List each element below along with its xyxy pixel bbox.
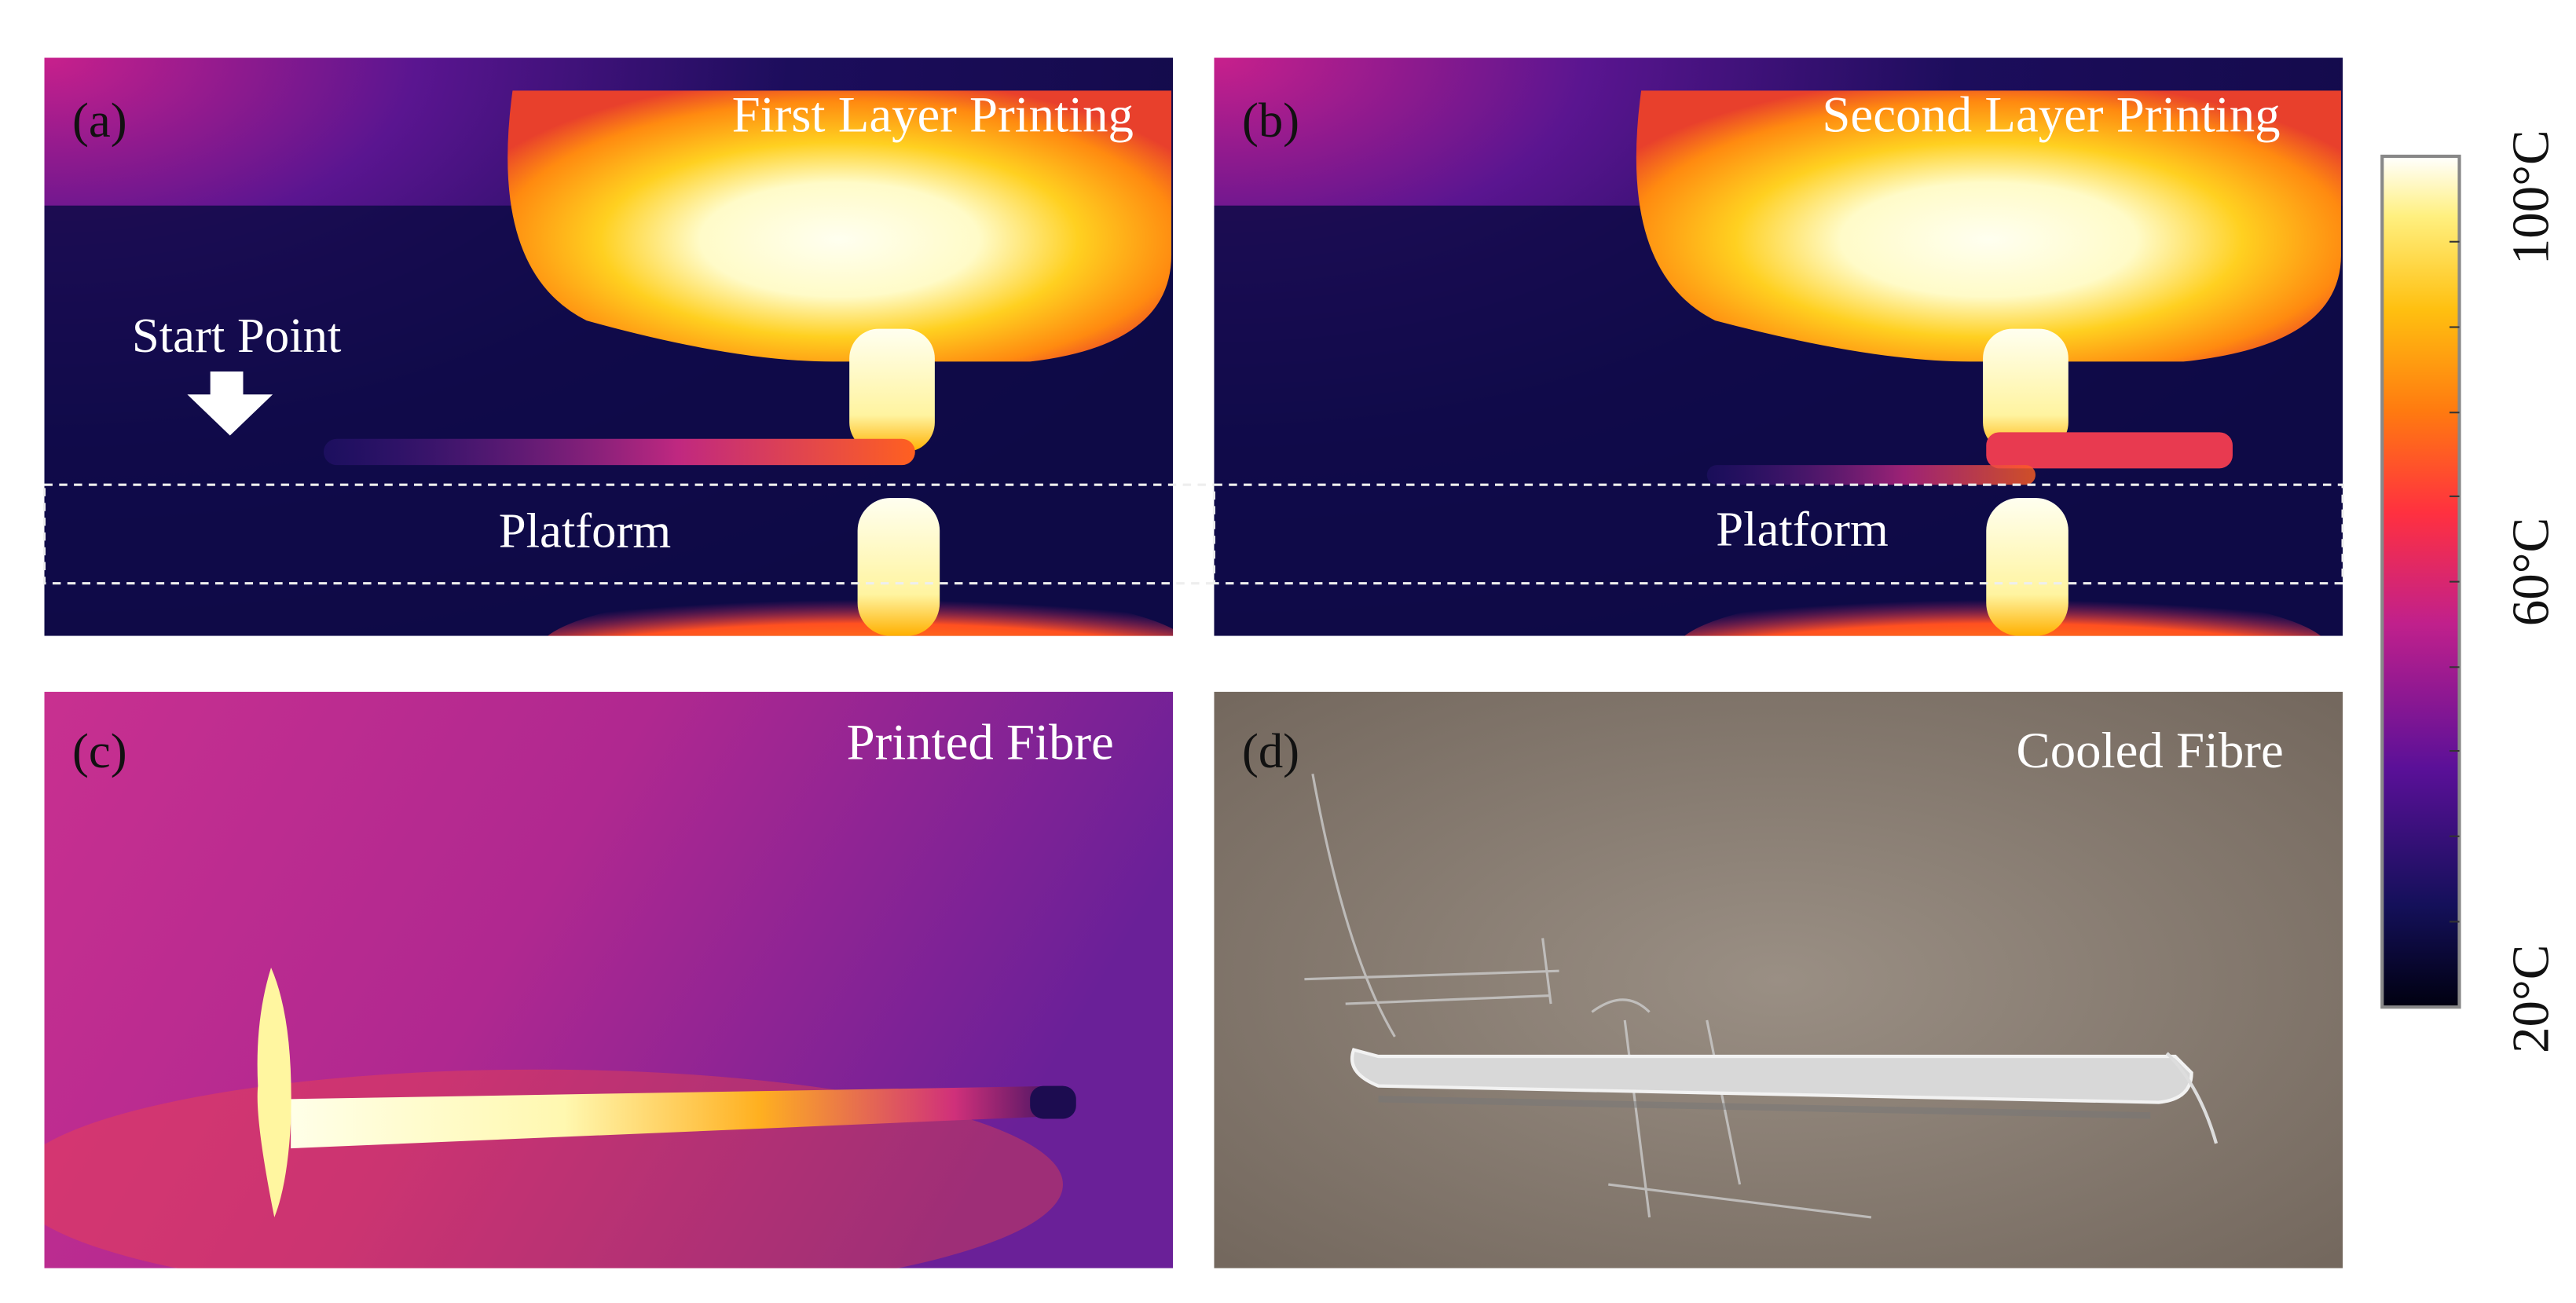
nozzle-reflection [857,497,940,636]
colorbar [2380,154,2461,1009]
nozzle-tip [849,328,935,452]
printed-line [323,438,915,466]
nozzle-heat [1636,90,2341,362]
printed-fibre [291,1085,1072,1149]
panel-d [1214,691,2343,1268]
colorbar-label: 100°C [2501,130,2560,265]
cooled-fibre [1350,1048,2193,1104]
panel-c [44,691,1174,1268]
colorbar-ticks [2449,240,2460,923]
colorbar-label: 60°C [2501,518,2560,626]
annotation: Start Point [132,308,342,363]
panel-a [44,57,1174,636]
fibre-start [257,968,291,1217]
panel-title: First Layer Printing [732,87,1134,144]
panel-b [1214,57,2343,636]
panel-label: (d) [1242,723,1299,778]
panel-label: (a) [72,93,127,148]
panel-label: (b) [1242,93,1299,148]
platform-box [1212,483,2344,585]
panel-title: Cooled Fibre [2017,723,2284,779]
nozzle-tip [1983,328,2068,452]
annotation: Platform [1716,502,1889,557]
nozzle-heat [508,90,1172,362]
panel-label: (c) [72,723,127,778]
start-arrow [187,371,273,436]
annotation: Platform [499,503,672,558]
panel-title: Printed Fibre [847,714,1114,770]
panel-title: Second Layer Printing [1822,87,2280,144]
printed-line [1986,432,2233,469]
colorbar-label: 20°C [2501,945,2560,1053]
photo-background [1214,691,2343,1268]
nozzle-reflection [1986,497,2068,636]
thermal-background [44,691,1174,1268]
